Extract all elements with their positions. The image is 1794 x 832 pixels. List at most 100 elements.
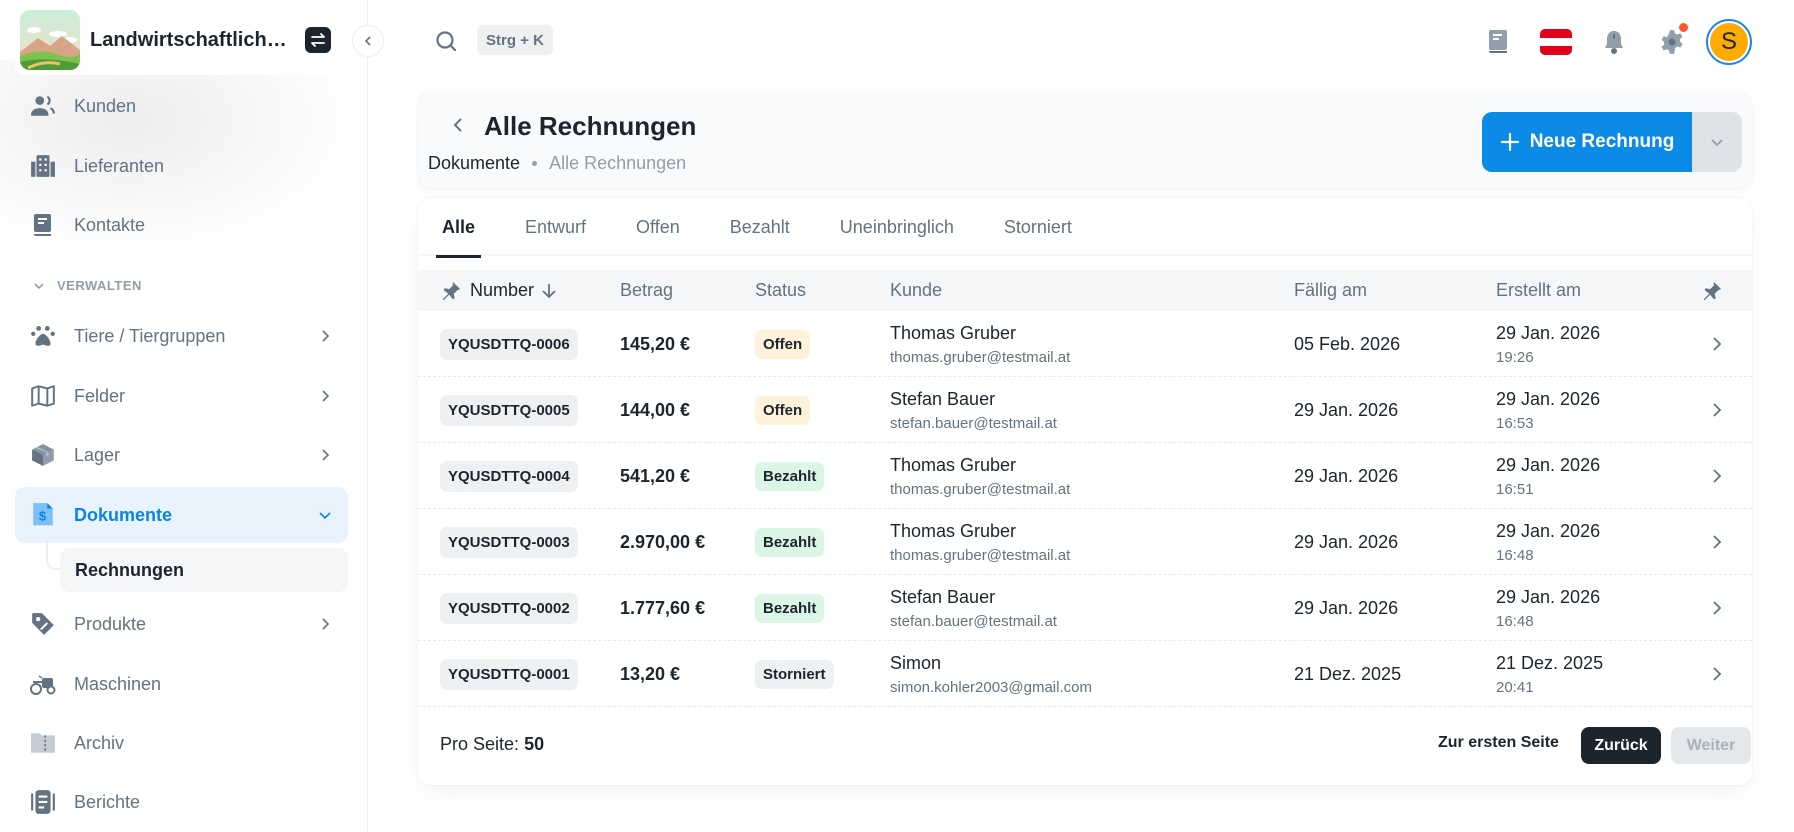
invoice-number: YQUSDTTQ-0003 [440,526,578,558]
settings-button[interactable] [1652,22,1692,62]
invoice-amount: 1.777,60 € [620,597,706,618]
collapse-sidebar-button[interactable] [352,25,384,57]
invoice-number: YQUSDTTQ-0001 [440,658,578,690]
pin-icon[interactable] [440,280,462,302]
created-time: 16:48 [1496,546,1534,564]
docs-button[interactable] [1478,22,1518,62]
section-verwalten[interactable]: VERWALTEN [33,278,142,293]
tab-alle[interactable]: Alle [435,198,482,258]
chevron-down-icon [1711,139,1723,147]
sidebar-item-lieferanten[interactable]: Lieferanten [15,138,348,194]
chevron-right-icon[interactable] [1708,665,1726,683]
search-button[interactable] [432,27,460,55]
breadcrumb-current: Alle Rechnungen [549,153,687,173]
address-book-icon [29,211,57,239]
sidebar-item-kontakte[interactable]: Kontakte [15,197,348,253]
back-button[interactable] [444,111,472,139]
sidebar-item-maschinen[interactable]: Maschinen [15,656,348,712]
due-date: 21 Dez. 2025 [1294,663,1402,684]
chevron-right-icon[interactable] [1708,467,1726,485]
invoice-number: YQUSDTTQ-0005 [440,394,578,426]
sidebar-item-felder[interactable]: Felder [15,368,348,424]
status-badge: Bezahlt [755,593,825,623]
column-status[interactable]: Status [755,280,807,300]
bell-icon [1605,31,1623,54]
column-faellig-am[interactable]: Fällig am [1294,280,1368,300]
new-invoice-button-group: Neue Rechnung [1482,112,1742,172]
sidebar-item-label: Kunden [74,95,137,116]
chevron-right-icon[interactable] [1708,401,1726,419]
due-date: 29 Jan. 2026 [1294,465,1399,486]
breadcrumb-separator [532,161,538,166]
invoice-amount: 2.970,00 € [620,531,706,552]
sort-descending-icon[interactable] [540,282,558,300]
created-date: 29 Jan. 2026 [1496,520,1601,541]
svg-text:$: $ [39,508,47,523]
sidebar-item-label: Produkte [74,613,147,634]
tab-storniert[interactable]: Storniert [1003,216,1072,237]
sidebar-item-berichte[interactable]: Berichte [15,774,348,830]
next-page-button[interactable]: Weiter [1671,727,1751,764]
chevron-right-icon [322,390,330,402]
invoice-amount: 145,20 € [620,333,691,354]
workspace-logo [20,10,80,70]
sidebar-item-archiv[interactable]: Archiv [15,715,348,771]
new-invoice-button[interactable]: Neue Rechnung [1482,112,1692,172]
chevron-right-icon[interactable] [1708,599,1726,617]
tab-uneinbringlich[interactable]: Uneinbringlich [839,216,954,237]
report-icon [29,788,57,816]
sidebar-item-kunden[interactable]: Kunden [15,78,348,134]
rows-per-page[interactable]: Pro Seite: 50 [440,734,545,754]
pin-column-button[interactable] [1701,270,1723,311]
previous-page-button[interactable]: Zurück [1581,727,1661,764]
tab-entwurf[interactable]: Entwurf [525,216,587,237]
column-erstellt-am[interactable]: Erstellt am [1496,280,1582,300]
table-row[interactable]: YQUSDTTQ-0005 144,00 € Offen Stefan Baue… [418,377,1752,443]
breadcrumb-dokumente[interactable]: Dokumente [428,153,521,173]
switch-workspace-icon[interactable] [305,27,331,53]
table-row[interactable]: YQUSDTTQ-0004 541,20 € Bezahlt Thomas Gr… [418,443,1752,509]
tag-icon [29,610,57,638]
language-button[interactable] [1536,22,1576,62]
tree-connector [46,540,62,570]
created-date: 29 Jan. 2026 [1496,322,1601,343]
table-row[interactable]: YQUSDTTQ-0006 145,20 € Offen Thomas Grub… [418,311,1752,377]
table-row[interactable]: YQUSDTTQ-0001 13,20 € Storniert Simon sim… [418,641,1752,707]
created-time: 20:41 [1496,678,1534,696]
workspace-switcher[interactable]: Landwirtschaftlicher B... [15,5,345,75]
column-number[interactable]: Number [440,270,558,311]
chevron-down-icon [319,512,331,520]
status-badge: Bezahlt [755,527,825,557]
chevron-left-icon [364,36,371,46]
status-badge: Offen [755,329,811,359]
new-invoice-dropdown-button[interactable] [1692,112,1742,172]
sidebar-item-produkte[interactable]: Produkte [15,596,348,652]
sidebar-item-tiere[interactable]: Tiere / Tiergruppen [15,308,348,364]
column-kunde[interactable]: Kunde [890,280,943,300]
table-row[interactable]: YQUSDTTQ-0003 2.970,00 € Bezahlt Thomas … [418,509,1752,575]
sidebar-item-label: Tiere / Tiergruppen [74,325,226,346]
chevron-right-icon[interactable] [1708,335,1726,353]
users-icon [29,92,57,120]
column-betrag[interactable]: Betrag [620,280,674,300]
box-icon [29,441,57,469]
search-shortcut-hint[interactable]: Strg + K [477,25,553,55]
user-avatar[interactable]: S [1706,19,1752,65]
notifications-button[interactable] [1594,22,1634,62]
invoice-number: YQUSDTTQ-0002 [440,592,578,624]
sidebar-item-lager[interactable]: Lager [15,427,348,483]
chevron-right-icon[interactable] [1708,533,1726,551]
created-time: 16:51 [1496,480,1534,498]
first-page-button[interactable]: Zur ersten Seite [1438,734,1559,751]
tab-bezahlt[interactable]: Bezahlt [729,216,790,237]
created-date: 29 Jan. 2026 [1496,388,1601,409]
sidebar-subitem-rechnungen[interactable]: Rechnungen [60,548,348,592]
paw-icon [29,322,57,350]
table-row[interactable]: YQUSDTTQ-0002 1.777,60 € Bezahlt Stefan … [418,575,1752,641]
sidebar-item-label: Berichte [74,791,141,812]
sidebar-item-dokumente[interactable]: $ Dokumente [15,487,348,543]
tab-offen[interactable]: Offen [636,216,680,237]
notification-dot [1679,23,1688,32]
table-header: Number Betrag Status Kunde Fällig am Ers… [418,270,1752,311]
chevron-right-icon [322,330,330,342]
